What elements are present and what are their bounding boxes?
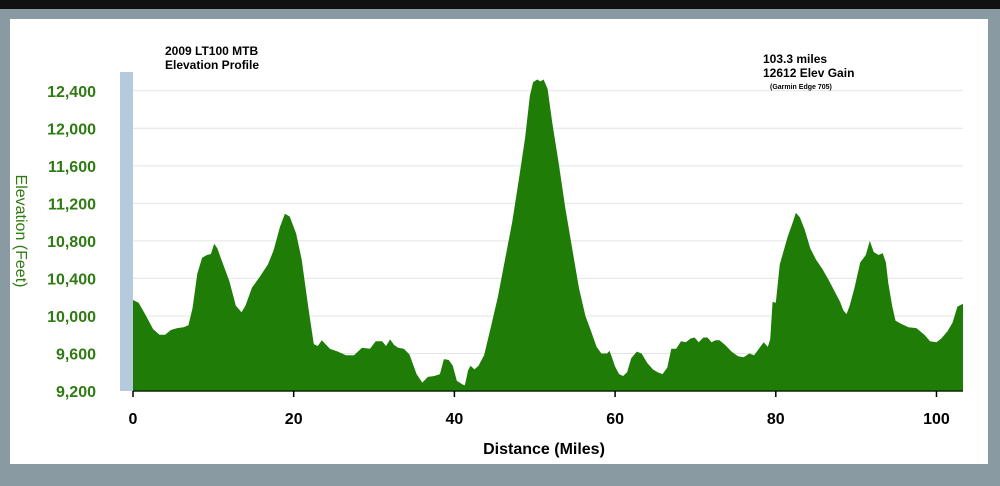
y-tick-label: 11,200 (48, 196, 96, 213)
y-tick-label: 10,800 (47, 234, 96, 251)
elevation-gain-stat: 12612 Elev Gain (763, 66, 855, 80)
top-border (0, 0, 1000, 9)
x-tick-label: 0 (129, 411, 138, 428)
y-tick-label: 11,600 (48, 159, 96, 176)
y-tick-label: 10,400 (47, 271, 96, 288)
x-tick-label: 60 (606, 411, 624, 428)
y-tick-label: 10,000 (47, 309, 96, 326)
chart-title-line2: Elevation Profile (165, 58, 260, 72)
y-tick-label: 9,200 (56, 384, 96, 401)
device-note: (Garmin Edge 705) (770, 84, 832, 91)
y-tick-label: 12,000 (47, 121, 96, 138)
x-tick-label: 20 (285, 411, 303, 428)
y-axis-ticks: 9,200 9,600 10,000 10,400 10,800 11,200 11,600… (47, 84, 96, 401)
distance-stat: 103.3 miles (763, 52, 828, 66)
x-tick-label: 100 (923, 411, 950, 428)
x-tick-label: 80 (767, 411, 785, 428)
chart-title-line1: 2009 LT100 MTB (165, 44, 259, 58)
x-axis-label: Distance (Miles) (483, 441, 605, 458)
x-tick-label: 40 (445, 411, 463, 428)
y-tick-label: 12,400 (47, 84, 96, 101)
elevation-area (133, 79, 963, 391)
y-axis-label: Elevation (Feet) (12, 175, 29, 288)
y-tick-label: 9,600 (56, 346, 96, 363)
y-axis-band (120, 72, 133, 391)
x-axis-ticks: 0 20 40 60 80 100 (129, 391, 950, 428)
